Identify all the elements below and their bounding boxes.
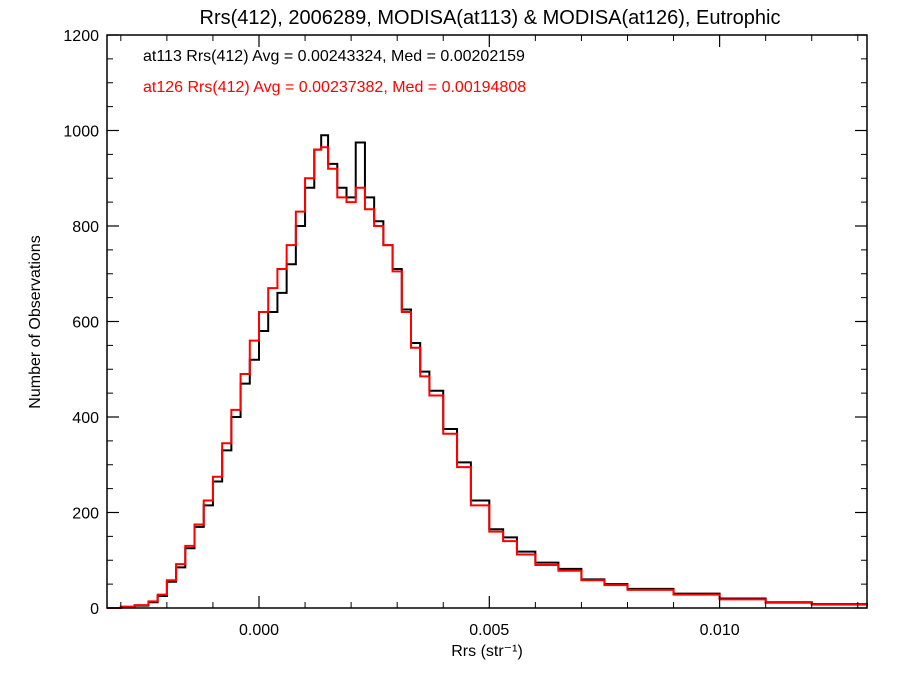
series-line-at126 — [107, 146, 868, 609]
y-tick-label: 400 — [72, 410, 99, 427]
y-tick-label: 1200 — [63, 28, 99, 45]
y-tick-label: 800 — [72, 219, 99, 236]
x-axis-label: Rrs (str⁻¹) — [451, 643, 523, 660]
y-tick-label: 600 — [72, 315, 99, 332]
y-axis-label: Number of Observations — [27, 235, 44, 408]
annotation-at126: at126 Rrs(412) Avg = 0.00237382, Med = 0… — [143, 79, 526, 96]
y-tick-label: 200 — [72, 506, 99, 523]
chart-title: Rrs(412), 2006289, MODISA(at113) & MODIS… — [200, 7, 781, 29]
x-tick-label: 0.000 — [239, 622, 279, 639]
plot-frame — [106, 34, 868, 609]
y-tick-label: 0 — [90, 601, 99, 618]
x-tick-label: 0.010 — [700, 622, 740, 639]
annotation-at113: at113 Rrs(412) Avg = 0.00243324, Med = 0… — [143, 48, 525, 65]
series-layer — [107, 134, 868, 609]
x-tick-label: 0.005 — [469, 622, 509, 639]
y-tick-label: 1000 — [63, 124, 99, 141]
